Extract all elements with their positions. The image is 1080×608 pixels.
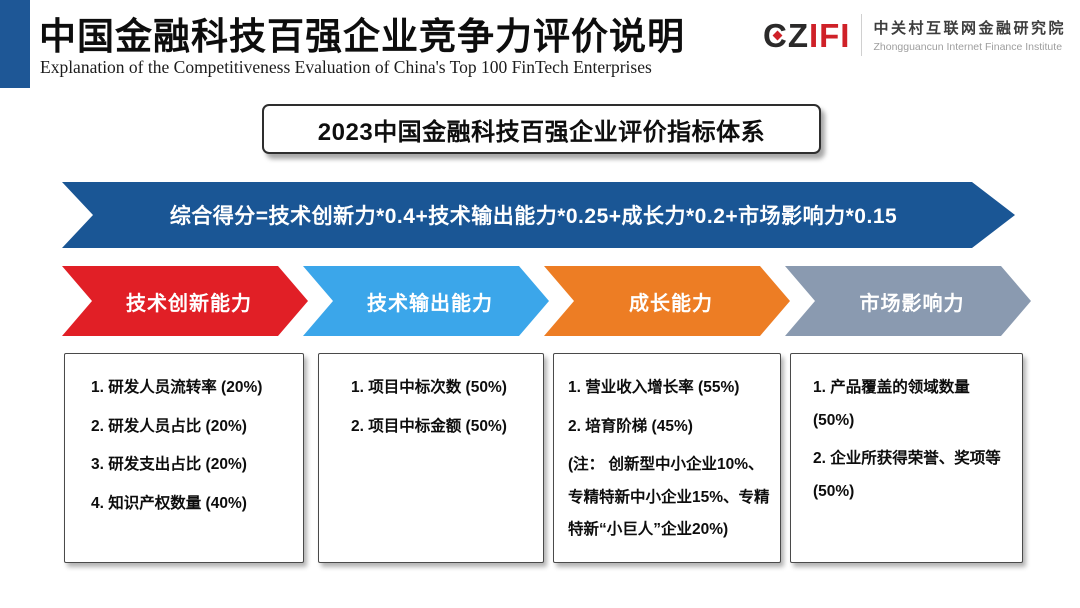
accent-bar [0, 0, 30, 88]
indicator-item: 2. 培育阶梯 (45%) [568, 417, 693, 435]
logo-org-name-en: Zhongguancun Internet Finance Institute [873, 41, 1063, 53]
arrow-growth: 成长能力 [544, 266, 790, 336]
arrow-market-influence: 市场影响力 [785, 266, 1031, 336]
arrow-label: 技术创新能力 [126, 292, 252, 315]
arrow-label: 成长能力 [629, 292, 713, 315]
indicator-item: 2. 企业所获得荣誉、奖项等 (50%) [813, 450, 1001, 500]
indicator-item: 1. 产品覆盖的领域数量 (50%) [813, 379, 970, 429]
logo-mark-red: IFI [808, 16, 851, 54]
box-growth-indicators: 1. 营业收入增长率 (55%) 2. 培育阶梯 (45%) (注： 创新型中小… [553, 353, 781, 563]
indicator-item: 3. 研发支出占比 (20%) [91, 456, 247, 474]
indicator-item: 1. 营业收入增长率 (55%) [568, 379, 740, 396]
arrow-tech-output: 技术输出能力 [303, 266, 549, 336]
indicator-note: (注： 创新型中小企业10%、专精特新中小企业15%、专精特新“小巨人”企业20… [568, 456, 770, 539]
box-tech-innovation-indicators: 1. 研发人员流转率 (20%) 2. 研发人员占比 (20%) 3. 研发支出… [64, 353, 304, 563]
logo-org: 中关村互联网金融研究院 Zhongguancun Internet Financ… [873, 17, 1066, 53]
arrow-label: 市场影响力 [859, 292, 965, 315]
page-subtitle: Explanation of the Competitiveness Evalu… [40, 57, 652, 77]
indicator-item: 2. 项目中标金额 (50%) [351, 417, 507, 435]
indicator-item: 2. 研发人员占比 (20%) [91, 417, 247, 435]
system-title: 2023中国金融科技百强企业评价指标体系 [317, 118, 766, 146]
logo: CZIFI 中关村互联网金融研究院 Zhongguancun Internet … [763, 14, 1066, 56]
arrow-tech-innovation: 技术创新能力 [62, 266, 308, 336]
indicator-item: 1. 项目中标次数 (50%) [351, 379, 507, 396]
logo-org-name-cn: 中关村互联网金融研究院 [873, 20, 1066, 37]
arrow-label: 技术输出能力 [367, 292, 493, 315]
logo-mark-dark: CZ [762, 16, 809, 54]
formula-banner: 综合得分=技术创新力*0.4+技术输出能力*0.25+成长力*0.2+市场影响力… [62, 182, 1015, 248]
box-tech-output-indicators: 1. 项目中标次数 (50%) 2. 项目中标金额 (50%) [318, 353, 544, 563]
formula-text: 综合得分=技术创新力*0.4+技术输出能力*0.25+成长力*0.2+市场影响力… [169, 205, 898, 228]
box-market-influence-indicators: 1. 产品覆盖的领域数量 (50%) 2. 企业所获得荣誉、奖项等 (50%) [790, 353, 1023, 563]
page-title: 中国金融科技百强企业竞争力评价说明 [39, 16, 685, 57]
system-title-box: 2023中国金融科技百强企业评价指标体系 [262, 104, 821, 154]
logo-divider [861, 14, 863, 56]
indicator-item: 1. 研发人员流转率 (20%) [91, 379, 263, 396]
indicator-item: 4. 知识产权数量 (40%) [91, 494, 247, 512]
logo-mark: CZIFI [763, 19, 851, 52]
